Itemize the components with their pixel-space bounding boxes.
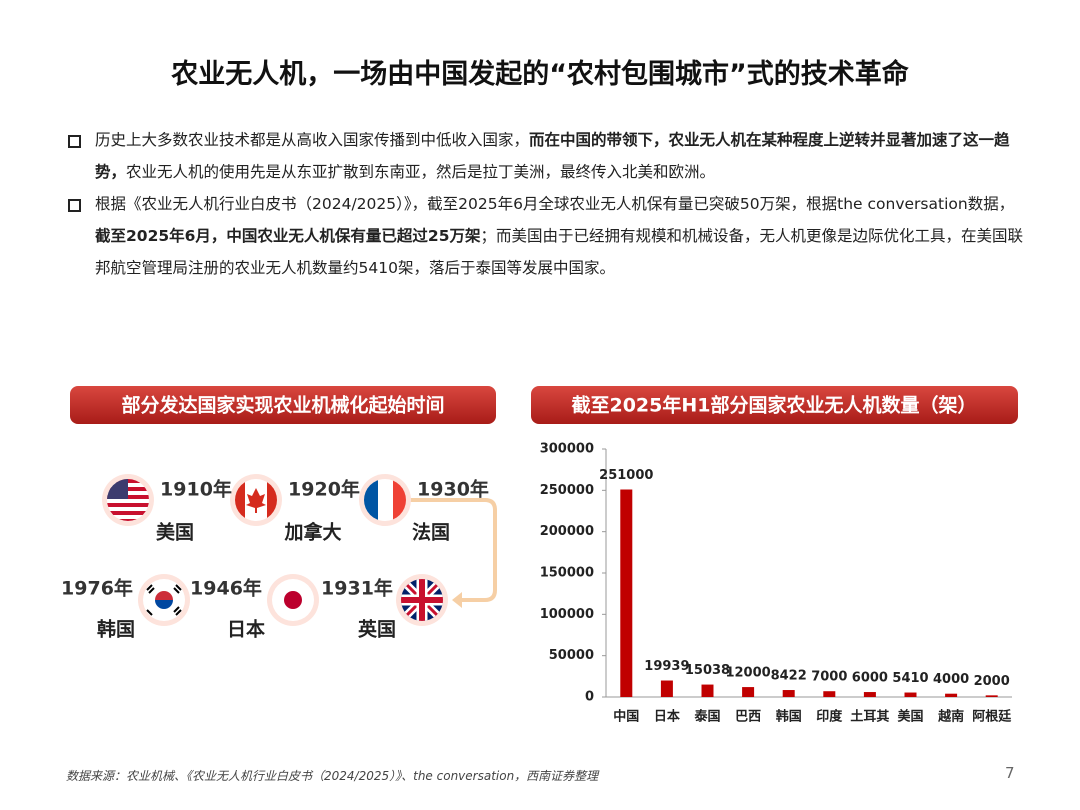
flag-us [107, 479, 149, 521]
bullet: 历史上大多数农业技术都是从高收入国家传播到中低收入国家，而在中国的带领下，农业无… [68, 124, 1025, 188]
arrowhead [452, 592, 462, 608]
timeline-year: 1931年 [321, 577, 393, 600]
timeline-year: 1910年 [160, 478, 232, 501]
chart-title: 截至2025年H1部分国家农业无人机数量（架） [571, 394, 976, 417]
bullet-text: ；而美国由于已经拥有规模和机械设备，无人机更像是边际优化工具，在美国联邦航空管理… [95, 227, 1024, 277]
timeline-year: 1946年 [190, 577, 262, 600]
timeline-country: 韩国 [97, 618, 135, 641]
panel-title: 部分发达国家实现农业机械化起始时间 [121, 394, 444, 417]
y-tick-label: 50000 [549, 648, 594, 663]
bar [782, 690, 795, 697]
source-note: 数据来源：农业机械、《农业无人机行业白皮书（2024/2025）》、the co… [66, 769, 599, 783]
x-tick-label: 中国 [613, 709, 639, 725]
bar [620, 489, 633, 697]
data-label: 4000 [933, 672, 969, 687]
flag-france [364, 479, 406, 521]
bar [985, 695, 998, 697]
panel-header [70, 386, 496, 424]
flag-canada [235, 479, 277, 521]
x-tick-label: 日本 [654, 709, 680, 725]
bar [863, 692, 876, 697]
timeline-year: 1920年 [288, 478, 360, 501]
data-label: 2000 [974, 674, 1010, 689]
bar [945, 693, 958, 697]
flags [102, 474, 448, 626]
x-tick-label: 巴西 [735, 710, 761, 725]
page-number: 7 [1005, 764, 1015, 782]
timeline-year: 1976年 [61, 577, 133, 600]
timeline-country: 日本 [227, 618, 265, 641]
flag-japan [272, 579, 314, 621]
data-label: 5410 [892, 671, 928, 686]
timeline-country: 加拿大 [283, 521, 341, 544]
x-tick-label: 土耳其 [850, 709, 889, 725]
data-label: 6000 [852, 671, 888, 686]
bullet-marker [68, 135, 81, 148]
slide-title: 农业无人机，一场由中国发起的“农村包围城市”式的技术革命 [171, 59, 909, 90]
data-label: 251000 [599, 468, 653, 483]
y-tick-label: 0 [585, 690, 594, 705]
x-tick-label: 泰国 [693, 709, 720, 725]
bar [904, 692, 917, 697]
y-tick-label: 300000 [540, 442, 594, 457]
bar [742, 687, 755, 697]
connector [405, 498, 497, 602]
data-label: 12000 [725, 666, 770, 681]
flag-uk [401, 579, 443, 621]
x-tick-label: 越南 [937, 709, 964, 725]
bullet-text-bold: 而在中国的带领下，农业无人机在某种程度上逆转并显著加速了这一趋势， [95, 131, 1010, 181]
bullet-marker [68, 199, 81, 212]
data-label: 19939 [644, 659, 689, 674]
timeline-country: 英国 [358, 618, 396, 641]
bullet-text: 历史上大多数农业技术都是从高收入国家传播到中低收入国家， [95, 131, 530, 149]
y-tick-label: 250000 [540, 483, 594, 498]
panel-header [531, 386, 1018, 424]
flag-korea [143, 579, 185, 621]
x-tick-label: 阿根廷 [972, 709, 1012, 725]
timeline-country: 美国 [156, 521, 194, 544]
bullet-text: 根据《农业无人机行业白皮书（2024/2025）》，截至2025年6月全球农业无… [95, 195, 1015, 213]
x-tick-label: 美国 [897, 709, 923, 725]
x-tick-label: 印度 [816, 709, 843, 725]
y-tick-label: 100000 [540, 607, 594, 622]
data-label: 8422 [771, 669, 807, 684]
data-label: 15038 [685, 663, 730, 678]
timeline-year: 1930年 [417, 478, 489, 501]
bullet-text-bold: 截至2025年6月，中国农业无人机保有量已超过25万架 [95, 227, 481, 245]
data-label: 7000 [811, 670, 847, 685]
bullet-text: 农业无人机的使用先是从东亚扩散到东南亚，然后是拉丁美洲，最终传入北美和欧洲。 [126, 163, 716, 181]
y-tick-label: 150000 [540, 566, 594, 581]
x-tick-label: 韩国 [776, 709, 802, 725]
bar [701, 684, 714, 697]
timeline-country: 法国 [412, 521, 450, 544]
bar [823, 691, 836, 697]
bar [660, 680, 673, 697]
bullet: 根据《农业无人机行业白皮书（2024/2025）》，截至2025年6月全球农业无… [68, 188, 1025, 284]
y-tick-label: 200000 [540, 524, 594, 539]
